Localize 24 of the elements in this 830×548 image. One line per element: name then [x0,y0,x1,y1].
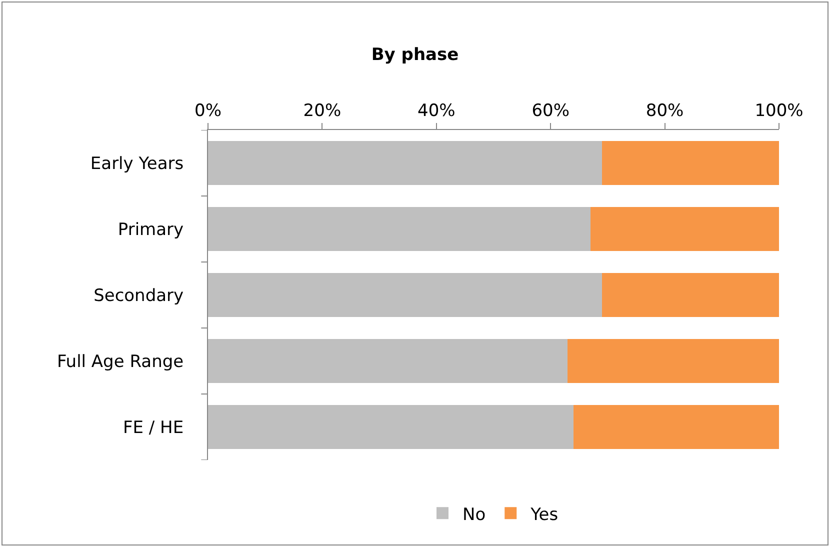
y-tick-label: Secondary [94,286,184,306]
y-tick-label: FE / HE [123,418,184,438]
x-tick-label: 20% [303,101,342,122]
bar [208,405,574,449]
bar [208,141,602,185]
bar [602,273,779,317]
bar [208,339,568,383]
bar [568,339,779,383]
x-tick-label: 60% [532,101,570,122]
legend-label: Yes [530,504,558,525]
chart-title: By phase [371,44,459,65]
x-tick-label: 100% [754,101,804,122]
bar [573,405,779,449]
y-tick-label: Early Years [90,154,184,174]
x-tick-label: 80% [646,101,684,122]
legend-label: No [462,504,486,525]
bar [602,141,779,185]
y-tick-label: Primary [118,220,184,240]
x-tick-label: 40% [418,101,456,122]
bar [208,207,591,251]
bar [208,273,602,317]
x-tick-label: 0% [194,101,222,122]
bar [590,207,779,251]
y-tick-label: Full Age Range [56,352,184,372]
